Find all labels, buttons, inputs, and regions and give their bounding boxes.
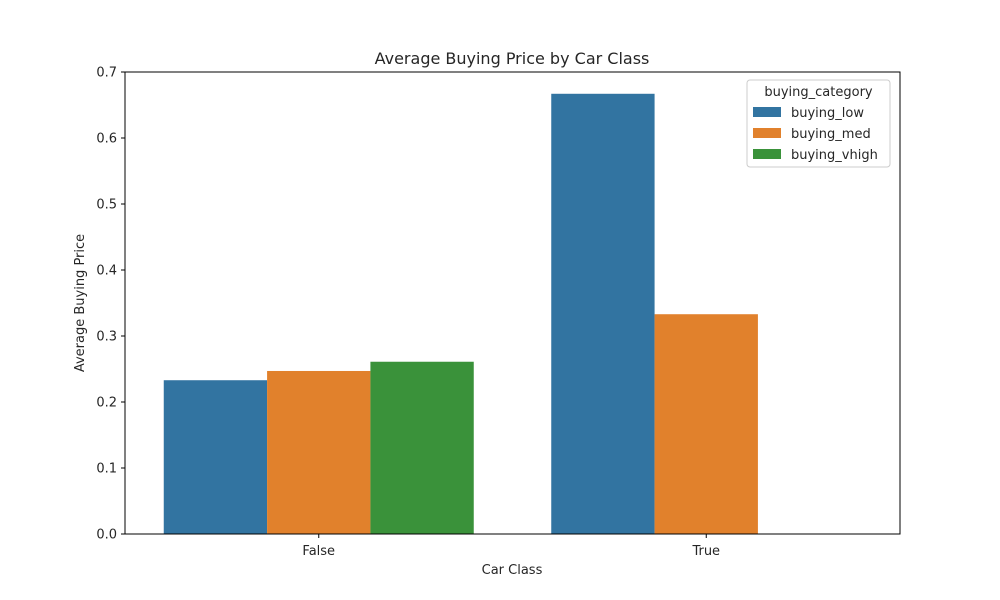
legend-title: buying_category bbox=[764, 85, 873, 100]
bars-layer bbox=[163, 93, 758, 534]
x-tick-label: True bbox=[691, 544, 720, 559]
bar-buying_med-true bbox=[654, 314, 758, 534]
legend-label-buying_vhigh: buying_vhigh bbox=[791, 148, 878, 163]
y-tick-label: 0.4 bbox=[96, 264, 117, 279]
legend-swatch-buying_med bbox=[753, 128, 781, 138]
legend-label-buying_med: buying_med bbox=[791, 127, 871, 142]
legend-box bbox=[746, 79, 891, 168]
plot-frame bbox=[124, 71, 901, 535]
y-tick-label: 0.2 bbox=[96, 396, 117, 411]
legend: buying_category buying_low buying_medbuyin… bbox=[746, 79, 891, 168]
legend-label-buying_low: buying_low bbox=[791, 106, 864, 121]
axes-layer: 0.0 0.1 0.2 0.3 0.4 0.5 0.6 0.7 False True bbox=[96, 66, 901, 559]
x-tick-label: False bbox=[302, 544, 335, 559]
bar-buying_vhigh-false bbox=[370, 361, 474, 534]
bar-buying_low-false bbox=[163, 380, 268, 534]
bar-buying_med-false bbox=[267, 370, 371, 534]
y-axis-label: Average Buying Price bbox=[73, 234, 88, 372]
y-tick-label: 0.0 bbox=[96, 528, 117, 543]
y-tick-label: 0.6 bbox=[96, 132, 117, 147]
y-tick-label: 0.3 bbox=[96, 330, 117, 345]
bar-buying_low-true bbox=[551, 93, 655, 534]
chart-title: Average Buying Price by Car Class bbox=[375, 49, 650, 68]
y-tick-label: 0.5 bbox=[96, 198, 117, 213]
x-axis-label: Car Class bbox=[482, 563, 543, 578]
y-tick-label: 0.7 bbox=[96, 66, 117, 81]
legend-swatch-buying_vhigh bbox=[753, 149, 781, 159]
legend-swatch-buying_low bbox=[753, 107, 781, 117]
y-tick-label: 0.1 bbox=[96, 462, 117, 477]
